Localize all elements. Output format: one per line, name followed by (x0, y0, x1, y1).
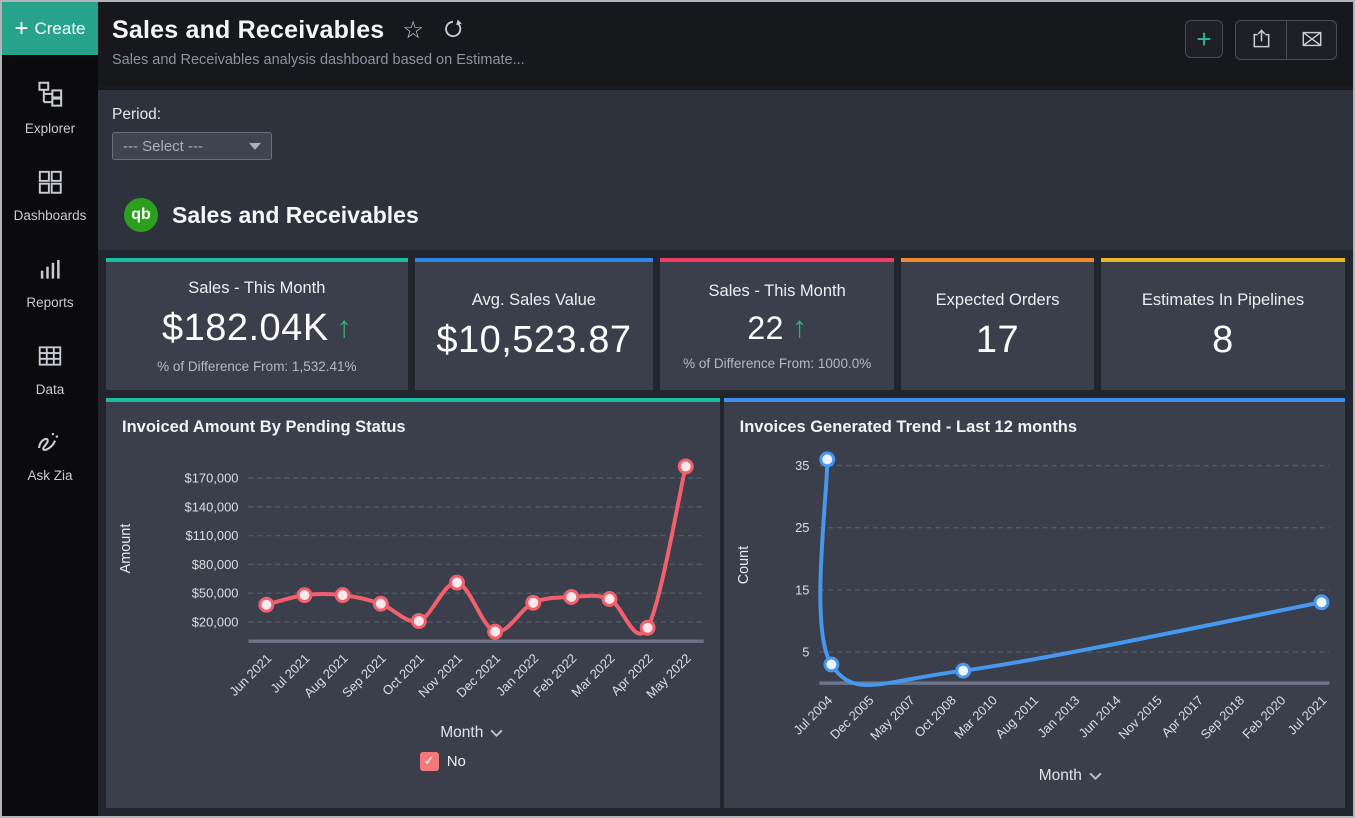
svg-text:Feb 2020: Feb 2020 (1239, 692, 1288, 741)
legend-checkbox[interactable]: ✓ (419, 751, 439, 771)
page-subtitle: Sales and Receivables analysis dashboard… (112, 52, 525, 68)
kpi-value: $182.04K (161, 306, 329, 349)
sidebar-item-label: Data (35, 382, 65, 397)
chart-panel-invoiced-amount: Invoiced Amount By Pending Status $20,00… (106, 398, 720, 808)
share-mail-group (1235, 20, 1337, 60)
create-button[interactable]: + Create (2, 2, 98, 55)
kpi-card-avg-sales-value: Avg. Sales Value $10,523.87 (414, 258, 654, 390)
legend-label: No (446, 752, 466, 770)
svg-text:Count: Count (735, 546, 751, 584)
svg-text:35: 35 (795, 458, 809, 473)
kpi-card-sales-this-month-amount: Sales - This Month $182.04K ↑ % of Diffe… (106, 258, 408, 390)
period-select-value: --- Select --- (123, 137, 203, 155)
x-axis-title-dropdown[interactable]: Month (732, 767, 1337, 785)
star-icon: ☆ (402, 16, 424, 44)
sidebar-item-data[interactable]: Data (35, 343, 65, 397)
dashboard-title: Sales and Receivables (172, 201, 419, 228)
period-select[interactable]: --- Select --- (112, 132, 272, 160)
sidebar-item-reports[interactable]: Reports (26, 256, 74, 310)
email-button[interactable] (1286, 21, 1336, 59)
svg-text:Aug 2011: Aug 2011 (992, 692, 1041, 741)
svg-text:$80,000: $80,000 (192, 557, 239, 572)
refresh-button[interactable] (442, 18, 464, 43)
export-button[interactable] (1236, 21, 1286, 59)
sidebar-item-label: Reports (26, 295, 74, 310)
svg-text:Sep 2018: Sep 2018 (1197, 692, 1247, 742)
data-icon (37, 343, 63, 374)
kpi-subtext: % of Difference From: 1,532.41% (157, 358, 357, 374)
kpi-value: 8 (1212, 318, 1234, 361)
chart-title: Invoiced Amount By Pending Status (122, 418, 406, 436)
svg-text:Amount: Amount (118, 524, 134, 574)
kpi-row: Sales - This Month $182.04K ↑ % of Diffe… (106, 258, 1346, 390)
trend-up-icon: ↑ (791, 311, 807, 344)
dashboard-content: Period: --- Select --- qb Sales and Rece… (98, 90, 1353, 816)
svg-text:Jul 2021: Jul 2021 (1284, 692, 1329, 737)
sidebar-item-dashboards[interactable]: Dashboards (13, 169, 87, 223)
chevron-down-icon (490, 724, 503, 742)
trend-up-icon: ↑ (336, 311, 352, 344)
svg-text:$20,000: $20,000 (192, 614, 239, 629)
sidebar-item-label: Dashboards (13, 208, 87, 223)
kpi-card-estimates-in-pipelines: Estimates In Pipelines 8 (1100, 258, 1346, 390)
filter-row: Period: --- Select --- (98, 90, 1353, 160)
kpi-card-expected-orders: Expected Orders 17 (901, 258, 1094, 390)
chart-panel-invoices-trend: Invoices Generated Trend - Last 12 month… (723, 398, 1345, 808)
x-axis-title-dropdown[interactable]: Month (114, 724, 712, 742)
charts-row: Invoiced Amount By Pending Status $20,00… (106, 398, 1345, 808)
chevron-down-icon (1089, 767, 1102, 785)
share-icon (1250, 27, 1273, 53)
svg-text:$140,000: $140,000 (185, 499, 239, 514)
svg-text:Jan 2013: Jan 2013 (1034, 692, 1082, 740)
kpi-card-sales-this-month-count: Sales - This Month 22 ↑ % of Difference … (660, 258, 895, 390)
sidebar-item-ask-zia[interactable]: Ask Zia (27, 430, 73, 483)
chart-legend: ✓ No (114, 751, 712, 771)
top-header: Sales and Receivables ☆ Sales and Receiv… (98, 2, 1353, 90)
sidebar-nav: Explorer Dashboards Reports Data (2, 55, 98, 483)
svg-text:25: 25 (795, 520, 809, 535)
add-button[interactable]: + (1185, 20, 1223, 58)
mail-icon (1300, 28, 1324, 53)
dashboard-canvas: Sales - This Month $182.04K ↑ % of Diffe… (98, 250, 1353, 816)
header-actions: + (1185, 20, 1337, 60)
svg-text:$110,000: $110,000 (185, 528, 238, 543)
kpi-value: 17 (975, 318, 1020, 361)
line-chart-invoiced-amount[interactable]: $20,000 $50,000 $80,000 $110,000 $140,000 $17… (114, 437, 712, 722)
period-label: Period: (112, 106, 162, 123)
create-label: Create (34, 18, 86, 38)
favorite-button[interactable]: ☆ (402, 16, 424, 44)
main-column: Sales and Receivables ☆ Sales and Receiv… (98, 2, 1353, 816)
dashboard-title-row: qb Sales and Receivables (124, 198, 1353, 232)
plus-icon: + (1196, 24, 1212, 54)
kpi-value: 22 (747, 309, 784, 346)
svg-text:Nov 2015: Nov 2015 (1115, 692, 1165, 742)
sidebar-item-explorer[interactable]: Explorer (25, 81, 75, 136)
kpi-value: $10,523.87 (436, 318, 632, 361)
sidebar-item-label: Ask Zia (27, 468, 73, 483)
chevron-down-icon (249, 142, 261, 150)
ask-zia-icon (36, 430, 63, 460)
svg-text:May 2007: May 2007 (867, 692, 918, 743)
svg-text:Mar 2010: Mar 2010 (951, 692, 1000, 741)
refresh-icon (442, 18, 464, 43)
sidebar: + Create Explorer Dashboards Reports (2, 2, 98, 816)
quickbooks-logo: qb (124, 198, 158, 232)
explorer-icon (37, 81, 63, 113)
svg-text:Jun 2021: Jun 2021 (226, 651, 274, 699)
plus-icon: + (14, 14, 29, 42)
dashboards-icon (37, 169, 63, 200)
kpi-subtext: % of Difference From: 1000.0% (683, 355, 872, 371)
reports-icon (37, 256, 63, 287)
svg-text:$50,000: $50,000 (192, 586, 239, 601)
sidebar-item-label: Explorer (24, 121, 76, 136)
svg-text:$170,000: $170,000 (185, 470, 239, 485)
chart-title: Invoices Generated Trend - Last 12 month… (739, 418, 1078, 436)
svg-text:5: 5 (802, 645, 809, 660)
title-block: Sales and Receivables ☆ Sales and Receiv… (112, 16, 525, 68)
svg-text:15: 15 (795, 582, 809, 597)
page-title: Sales and Receivables (112, 16, 385, 44)
